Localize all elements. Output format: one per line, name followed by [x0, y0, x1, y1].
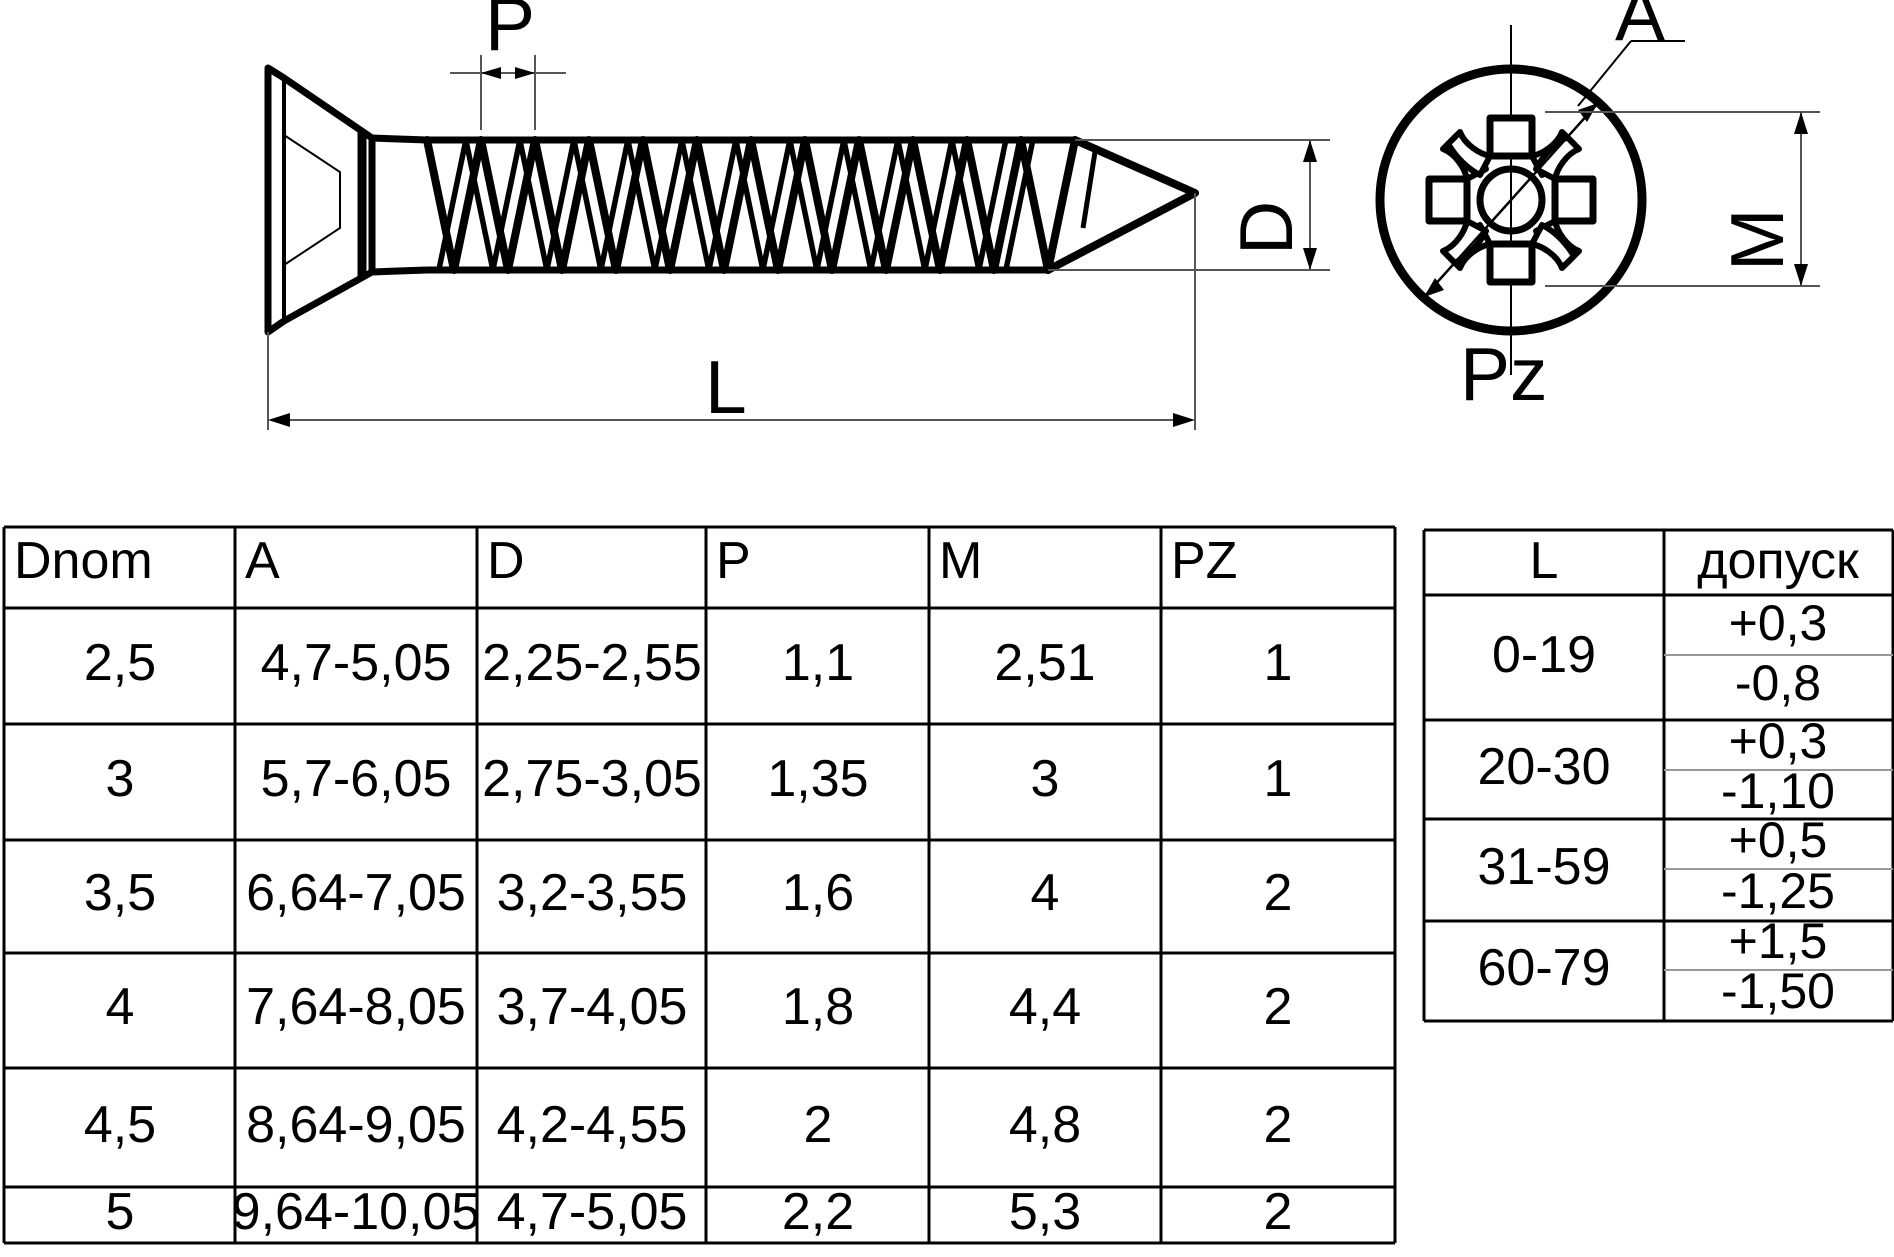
- svg-text:2,25-2,55: 2,25-2,55: [482, 634, 702, 692]
- svg-text:2: 2: [1264, 864, 1293, 922]
- svg-text:4,7-5,05: 4,7-5,05: [497, 1183, 688, 1241]
- svg-text:3: 3: [106, 750, 135, 808]
- svg-text:M: M: [939, 532, 982, 590]
- svg-text:PZ: PZ: [1171, 532, 1237, 590]
- svg-text:1,35: 1,35: [767, 750, 868, 808]
- svg-text:3,5: 3,5: [84, 864, 156, 922]
- svg-text:P: P: [716, 532, 751, 590]
- svg-text:4,4: 4,4: [1009, 978, 1081, 1036]
- svg-text:9,64-10,05: 9,64-10,05: [232, 1183, 481, 1241]
- svg-text:A: A: [245, 532, 280, 590]
- svg-text:4: 4: [106, 978, 135, 1036]
- svg-text:0-19: 0-19: [1492, 626, 1596, 684]
- svg-text:3,2-3,55: 3,2-3,55: [497, 864, 688, 922]
- svg-text:4,8: 4,8: [1009, 1096, 1081, 1154]
- svg-text:-1,25: -1,25: [1721, 863, 1835, 919]
- svg-text:+0,5: +0,5: [1729, 812, 1828, 868]
- svg-text:2: 2: [1264, 978, 1293, 1036]
- svg-text:60-79: 60-79: [1478, 939, 1611, 997]
- svg-text:2: 2: [804, 1096, 833, 1154]
- svg-text:D: D: [1224, 201, 1308, 255]
- svg-text:4,7-5,05: 4,7-5,05: [261, 634, 452, 692]
- svg-text:2,51: 2,51: [994, 634, 1095, 692]
- svg-text:8,64-9,05: 8,64-9,05: [246, 1096, 466, 1154]
- svg-text:3,7-4,05: 3,7-4,05: [497, 978, 688, 1036]
- svg-text:L: L: [705, 345, 747, 429]
- svg-text:Pz: Pz: [1460, 332, 1548, 416]
- svg-text:-0,8: -0,8: [1735, 655, 1821, 711]
- svg-text:L: L: [1530, 532, 1559, 590]
- svg-text:2: 2: [1264, 1096, 1293, 1154]
- svg-text:6,64-7,05: 6,64-7,05: [246, 864, 466, 922]
- svg-text:3: 3: [1031, 750, 1060, 808]
- svg-text:5: 5: [106, 1183, 135, 1241]
- svg-text:Dnom: Dnom: [14, 532, 153, 590]
- svg-text:+0,3: +0,3: [1729, 595, 1828, 651]
- svg-text:A: A: [1615, 0, 1665, 56]
- svg-text:5,7-6,05: 5,7-6,05: [261, 750, 452, 808]
- svg-text:4: 4: [1031, 864, 1060, 922]
- svg-text:2,5: 2,5: [84, 634, 156, 692]
- svg-text:-1,50: -1,50: [1721, 963, 1835, 1019]
- svg-text:M: M: [1715, 209, 1799, 271]
- svg-text:1,6: 1,6: [782, 864, 854, 922]
- svg-text:+0,3: +0,3: [1729, 713, 1828, 769]
- svg-text:2,2: 2,2: [782, 1183, 854, 1241]
- svg-text:P: P: [485, 0, 535, 66]
- svg-text:2,75-3,05: 2,75-3,05: [482, 750, 702, 808]
- svg-text:2: 2: [1264, 1183, 1293, 1241]
- svg-text:1,8: 1,8: [782, 978, 854, 1036]
- svg-text:+1,5: +1,5: [1729, 913, 1828, 969]
- svg-text:5,3: 5,3: [1009, 1183, 1081, 1241]
- svg-text:7,64-8,05: 7,64-8,05: [246, 978, 466, 1036]
- svg-text:D: D: [487, 532, 525, 590]
- svg-text:4,2-4,55: 4,2-4,55: [497, 1096, 688, 1154]
- svg-text:20-30: 20-30: [1478, 738, 1611, 796]
- svg-text:4,5: 4,5: [84, 1096, 156, 1154]
- svg-text:1,1: 1,1: [782, 634, 854, 692]
- svg-text:допуск: допуск: [1697, 532, 1859, 590]
- svg-text:-1,10: -1,10: [1721, 763, 1835, 819]
- svg-text:1: 1: [1264, 634, 1293, 692]
- svg-text:31-59: 31-59: [1478, 838, 1611, 896]
- svg-text:1: 1: [1264, 750, 1293, 808]
